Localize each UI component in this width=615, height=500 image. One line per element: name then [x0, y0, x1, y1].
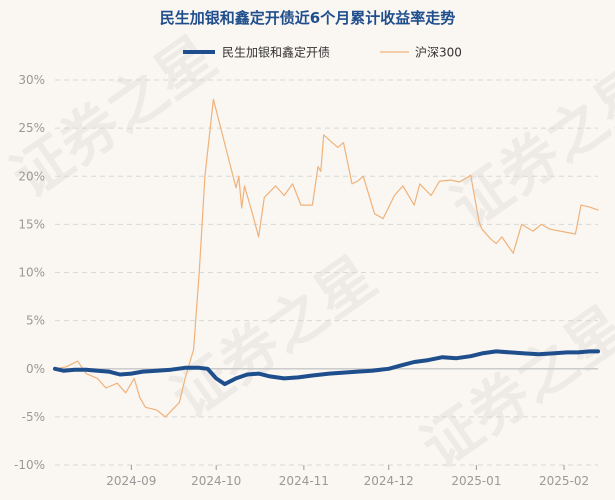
y-tick-label: 25%	[18, 121, 45, 135]
legend-label-series-2: 沪深300	[415, 46, 462, 60]
x-tick-label: 2024-12	[364, 474, 414, 488]
x-tick-label: 2025-01	[451, 474, 501, 488]
plot-area	[53, 98, 600, 418]
x-tick-label: 2024-11	[279, 474, 329, 488]
y-tick-label: 0%	[26, 362, 45, 376]
y-tick-label: -10%	[14, 458, 45, 472]
series-line-1	[53, 349, 600, 387]
y-tick-label: 20%	[18, 169, 45, 183]
y-tick-label: 5%	[26, 314, 45, 328]
watermark-text: 证券之星	[159, 243, 388, 432]
y-tick-label: 30%	[18, 73, 45, 87]
watermark-layer: 证券之星证券之星证券之星证券之星	[0, 23, 615, 482]
legend: 民生加银和鑫定开债 沪深300	[183, 45, 462, 60]
y-tick-label: 15%	[18, 217, 45, 231]
watermark-text: 证券之星	[409, 293, 615, 482]
gridlines	[55, 79, 598, 466]
x-tick-label: 2024-10	[191, 474, 241, 488]
legend-label-series-1: 民生加银和鑫定开债	[222, 45, 330, 60]
x-tick-label: 2024-09	[106, 474, 156, 488]
x-tick-label: 2025-02	[539, 474, 589, 488]
watermark-text: 证券之星	[439, 53, 615, 242]
y-tick-label: -5%	[22, 410, 45, 424]
y-axis: -10% -5% 0% 5% 10% 15% 20% 25% 30%	[14, 73, 45, 472]
x-axis: 2024-09 2024-10 2024-11 2024-12 2025-01 2025-…	[106, 465, 589, 488]
series-line-2	[54, 98, 599, 418]
y-tick-label: 10%	[18, 266, 45, 280]
chart-title: 民生加银和鑫定开债近6个月累计收益率走势	[160, 9, 455, 27]
